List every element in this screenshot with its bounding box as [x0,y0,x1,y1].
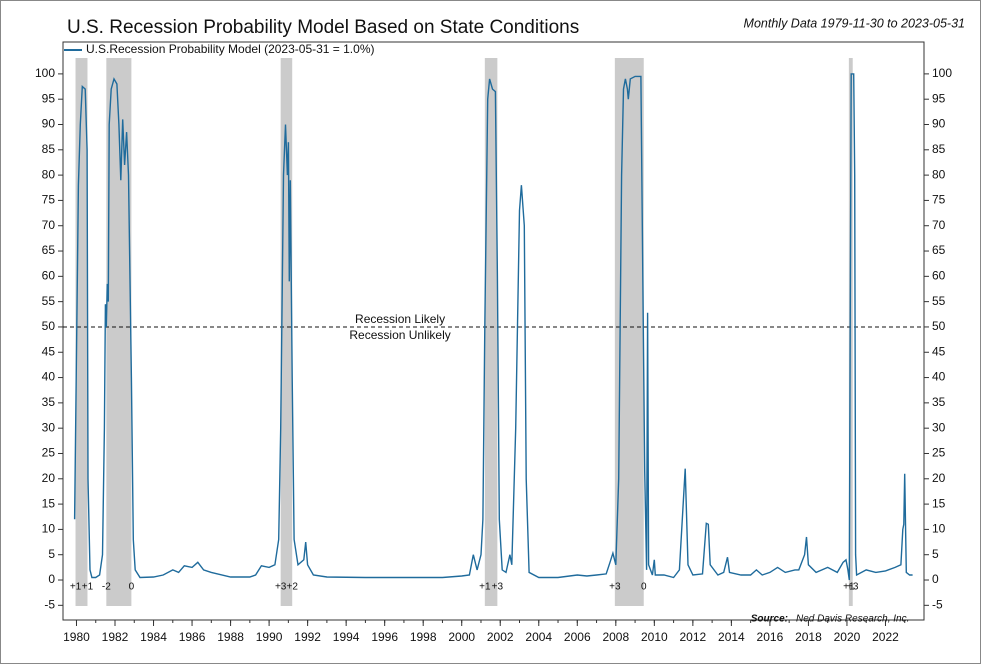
y2-tick-label: 70 [932,218,946,232]
y-tick-label: 90 [42,117,56,131]
lead-label: +1 [843,582,855,593]
y2-tick-label: 50 [932,319,946,333]
y-tick-label: 80 [42,167,56,181]
legend-label: U.S.Recession Probability Model (2023-05… [86,42,374,56]
x-tick-label: 2018 [795,630,822,644]
y2-tick-label: 100 [932,66,952,80]
x-tick-label: 1994 [333,630,360,644]
x-tick-label: 1996 [371,630,398,644]
y2-tick-label: 80 [932,167,946,181]
series-line [73,73,913,581]
x-tick-label: 1986 [179,630,206,644]
lead-label: +3 [609,582,621,593]
y2-tick-label: 40 [932,370,946,384]
y-tick-label: 45 [42,344,56,358]
y2-tick-label: 10 [932,522,946,536]
y2-tick-label: 5 [932,547,939,561]
lead-label: +2 [287,582,299,593]
x-tick-label: 2020 [834,630,861,644]
plot-frame [62,41,925,621]
source: Ned Davis Research, Inc. [796,614,909,625]
lead-label: 0 [129,582,135,593]
x-tick-label: 1980 [63,630,90,644]
x-tick-label: 1992 [294,630,321,644]
recession-band [75,58,88,606]
y-tick-label: 65 [42,243,56,257]
recession-band [484,58,498,606]
y-tick-label: 25 [42,446,56,460]
y2-tick-label: 85 [932,142,946,156]
x-tick-label: 2006 [564,630,591,644]
y2-tick-label: 65 [932,243,946,257]
y-tick-label: 0 [48,572,55,586]
x-tick-label: 1982 [102,630,129,644]
x-tick-label: 2010 [641,630,668,644]
y-tick-label: 10 [42,522,56,536]
x-tick-label: 2016 [757,630,784,644]
chart-title: U.S. Recession Probability Model Based o… [67,17,579,38]
lead-label: -2 [102,582,111,593]
y-tick-label: 50 [42,319,56,333]
lead-label: +3 [275,582,287,593]
x-tick-label: 1998 [410,630,437,644]
lead-label: +1 [70,582,82,593]
y-tick-label: 100 [35,66,55,80]
y2-tick-label: 15 [932,496,946,510]
y-tick-label: 30 [42,420,56,434]
recession-band [280,58,293,606]
threshold-label: Recession Unlikely [349,328,450,342]
x-tick-label: 2004 [525,630,552,644]
x-tick-label: 2008 [602,630,629,644]
y2-tick-label: 55 [932,294,946,308]
y-tick-label: 15 [42,496,56,510]
y2-tick-label: 35 [932,395,946,409]
source-label: Source: [751,614,788,625]
y2-tick-label: 25 [932,446,946,460]
lead-label: +1 [82,582,94,593]
y2-tick-label: 60 [932,269,946,283]
y-tick-label: 55 [42,294,56,308]
x-tick-label: 2000 [448,630,475,644]
y2-tick-label: 45 [932,344,946,358]
lead-label: +3 [492,582,504,593]
y-tick-label: 20 [42,471,56,485]
x-tick-label: 2012 [680,630,707,644]
x-tick-label: 2014 [718,630,745,644]
y-tick-label: 95 [42,91,56,105]
x-tick-label: 2022 [872,630,899,644]
y-tick-label: 40 [42,370,56,384]
y-tick-label: 35 [42,395,56,409]
y-tick-label: 85 [42,142,56,156]
x-tick-label: 1984 [140,630,167,644]
recession-band [614,58,644,606]
x-tick-label: 1988 [217,630,244,644]
y-tick-label: 70 [42,218,56,232]
x-tick-label: 1990 [256,630,283,644]
y-tick-label: 5 [48,547,55,561]
lead-label: +3 [847,582,859,593]
y2-tick-label: -5 [932,597,943,611]
y-tick-label: -5 [44,597,55,611]
y2-tick-label: 0 [932,572,939,586]
y2-tick-label: 95 [932,91,946,105]
y2-tick-label: 75 [932,193,946,207]
threshold-label: Recession Likely [355,312,445,326]
y2-tick-label: 90 [932,117,946,131]
chart-subtitle: Monthly Data 1979-11-30 to 2023-05-31 [744,16,965,30]
y-tick-label: 75 [42,193,56,207]
y-tick-label: 60 [42,269,56,283]
y2-tick-label: 30 [932,420,946,434]
x-tick-label: 2002 [487,630,514,644]
lead-label: 0 [641,582,647,593]
lead-label: +1 [479,582,491,593]
y2-tick-label: 20 [932,471,946,485]
